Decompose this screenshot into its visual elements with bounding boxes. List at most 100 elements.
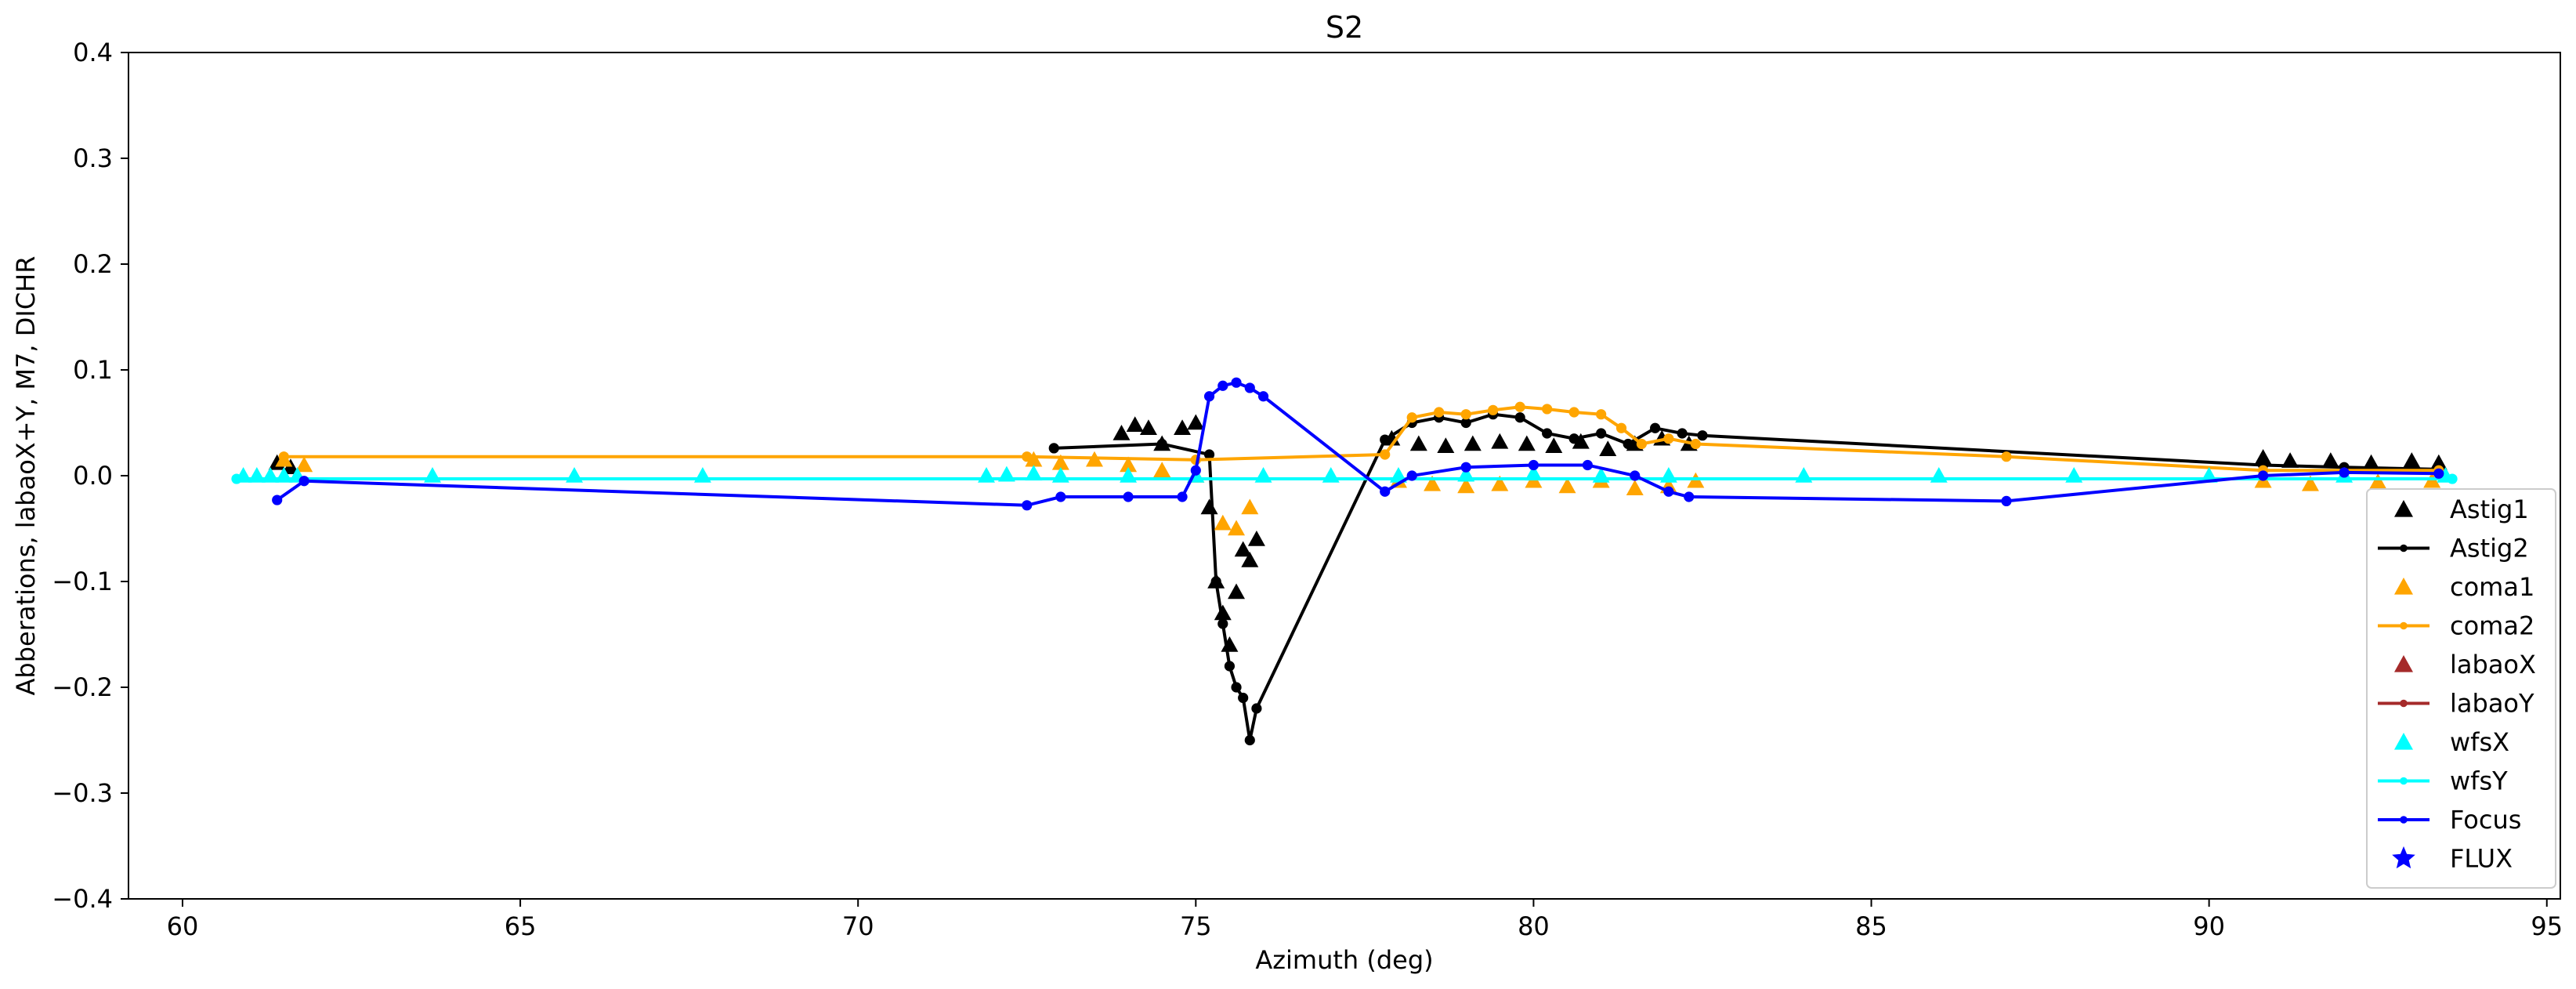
legend-marker-coma1 <box>2394 578 2413 595</box>
legend-item-wfsy: wfsY <box>2378 766 2508 796</box>
data-point-focus <box>1177 491 1188 502</box>
data-point-astig1 <box>1437 437 1455 453</box>
data-point-astig1 <box>1599 440 1617 457</box>
data-point-coma2 <box>1690 438 1701 450</box>
data-point-coma2 <box>1514 401 1525 412</box>
data-point-coma2 <box>1615 422 1627 433</box>
legend-item-coma2: coma2 <box>2378 611 2534 641</box>
data-point-focus <box>1257 391 1269 402</box>
data-point-astig1 <box>1518 435 1536 451</box>
legend-item-astig1: Astig1 <box>2394 494 2529 524</box>
data-point-focus <box>1630 470 1641 481</box>
data-point-coma1 <box>1153 462 1171 478</box>
data-point-focus <box>1123 491 1134 502</box>
legend-marker-focus <box>2400 816 2408 824</box>
legend-marker-astig2 <box>2400 544 2408 552</box>
data-point-coma2 <box>1636 438 1647 450</box>
data-point-coma1 <box>1626 480 1644 495</box>
data-point-coma1 <box>2301 475 2319 491</box>
y-tick-label: −0.4 <box>52 884 113 914</box>
series-focus <box>272 377 2444 511</box>
data-point-coma1 <box>1424 475 1442 491</box>
data-point-astig2 <box>1677 428 1688 439</box>
data-point-focus <box>2001 495 2012 507</box>
data-point-focus <box>1190 465 1201 476</box>
data-point-focus <box>1460 462 1471 473</box>
data-point-astig2 <box>1697 430 1708 441</box>
data-point-astig2 <box>1210 576 1221 587</box>
data-point-astig2 <box>1156 438 1167 450</box>
data-point-astig1 <box>1545 437 1563 453</box>
x-tick-label: 90 <box>2193 911 2225 941</box>
legend-item-wfsx: wfsX <box>2394 727 2509 757</box>
y-tick-label: 0.2 <box>73 249 113 279</box>
data-point-coma1 <box>1491 475 1509 491</box>
data-point-astig1 <box>1572 433 1590 449</box>
series-wfsy <box>231 473 2458 484</box>
y-tick-label: 0.1 <box>73 355 113 385</box>
data-point-astig1 <box>2254 449 2272 465</box>
data-point-astig2 <box>1217 618 1228 629</box>
data-point-focus <box>298 476 309 487</box>
y-tick-label: 0.3 <box>73 143 113 173</box>
data-point-coma2 <box>1568 407 1579 418</box>
data-point-astig1 <box>2403 452 2421 468</box>
y-tick-label: −0.1 <box>52 567 113 596</box>
data-point-coma2 <box>1542 404 1553 415</box>
data-point-focus <box>1582 459 1593 471</box>
data-point-coma2 <box>2001 451 2012 462</box>
data-point-coma2 <box>278 451 289 462</box>
data-point-astig2 <box>1203 449 1215 460</box>
data-point-astig1 <box>1187 414 1205 430</box>
legend-frame <box>2366 488 2556 889</box>
data-point-coma1 <box>2369 473 2387 489</box>
data-point-coma2 <box>1663 433 1674 444</box>
data-point-coma2 <box>1596 409 1607 420</box>
data-point-focus <box>1528 459 1539 471</box>
data-point-astig1 <box>2281 452 2299 468</box>
data-point-wfsx <box>1525 465 1543 481</box>
legend-label-wfsy: wfsY <box>2450 766 2508 796</box>
data-point-coma2 <box>1022 451 1033 462</box>
data-point-astig1 <box>1139 419 1157 436</box>
data-point-astig2 <box>1224 661 1236 672</box>
x-tick-label: 95 <box>2531 911 2563 941</box>
data-point-focus <box>1022 500 1033 511</box>
data-point-astig2 <box>1514 412 1525 423</box>
data-point-coma1 <box>1214 514 1232 531</box>
data-point-astig2 <box>1460 417 1471 429</box>
x-tick-label: 60 <box>167 911 199 941</box>
legend-marker-labaoy <box>2400 699 2408 708</box>
legend-label-astig1: Astig1 <box>2450 494 2529 524</box>
data-point-astig2 <box>1542 428 1553 439</box>
legend-label-astig2: Astig2 <box>2450 534 2529 563</box>
plot-frame <box>128 52 2561 900</box>
data-point-wfsy <box>231 473 242 484</box>
x-tick-label: 70 <box>842 911 874 941</box>
data-point-coma1 <box>1025 451 1043 467</box>
legend-label-coma1: coma1 <box>2450 572 2534 602</box>
data-point-astig2 <box>1650 422 1661 433</box>
data-point-focus <box>1231 377 1242 388</box>
x-tick-label: 80 <box>1518 911 1550 941</box>
series-coma2 <box>278 401 2444 476</box>
data-point-astig1 <box>2362 454 2380 470</box>
legend-label-wfsx: wfsX <box>2450 727 2509 757</box>
x-axis-title: Azimuth (deg) <box>1255 945 1433 975</box>
data-point-focus <box>1406 470 1417 481</box>
data-point-coma1 <box>1457 477 1475 494</box>
legend-item-labaox: labaoX <box>2394 650 2536 679</box>
legend-marker-flux <box>2392 846 2415 869</box>
x-tick-label: 65 <box>505 911 537 941</box>
data-point-astig2 <box>1251 703 1262 714</box>
legend-marker-coma2 <box>2400 621 2408 630</box>
data-point-astig1 <box>1463 435 1482 451</box>
data-point-focus <box>272 494 283 505</box>
legend-item-focus: Focus <box>2378 805 2521 835</box>
y-tick-label: −0.2 <box>52 672 113 702</box>
legend-label-flux: FLUX <box>2450 844 2513 874</box>
data-point-astig1 <box>1247 531 1265 546</box>
data-point-coma2 <box>1380 449 1391 460</box>
legend-item-flux: FLUX <box>2392 844 2513 874</box>
